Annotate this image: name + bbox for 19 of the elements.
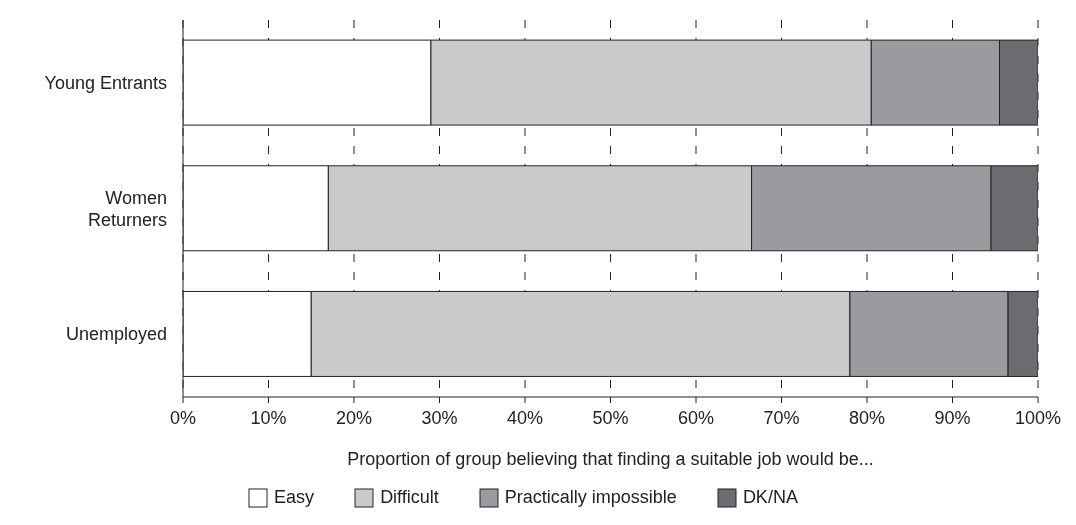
x-tick-label: 90% [934,407,971,428]
x-tick-label: 70% [763,407,800,428]
y-tick-label: Women Returners [87,187,167,230]
x-tick-label: 20% [335,407,373,428]
legend-label: DK/NA [741,487,798,508]
legend-label: Easy [273,487,315,508]
legend-label: Practically impossible [503,487,677,508]
x-tick-label: 100% [1014,407,1062,428]
y-tick-label: Young Entrants [44,72,167,93]
x-tick-label: 40% [506,407,544,428]
x-tick-label: 0% [169,407,197,428]
x-tick-label: 30% [421,407,458,428]
legend-label: Difficult [379,487,439,508]
x-tick-label: 60% [677,407,715,428]
x-tick-label: 80% [848,407,886,428]
y-tick-label: Unemployed [65,324,167,345]
x-tick-label: 10% [250,407,287,428]
x-tick-label: 50% [592,407,629,428]
x-axis-title: Proportion of group believing that finding a suitable job would be... [347,449,874,469]
